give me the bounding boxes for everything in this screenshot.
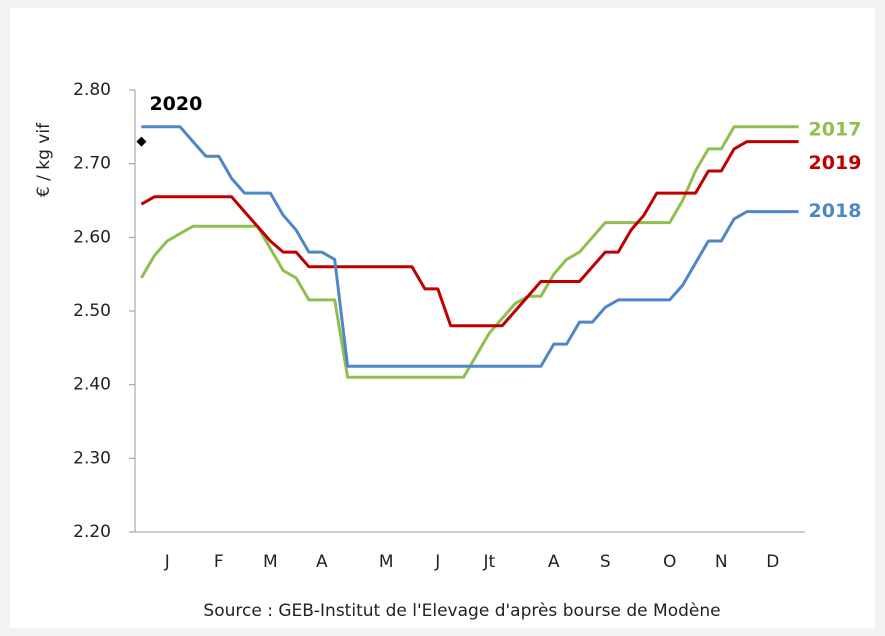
x-tick-label: O bbox=[663, 552, 676, 572]
series-label: 2019 bbox=[809, 152, 862, 174]
x-tick-label: M bbox=[263, 552, 278, 572]
x-tick-label: A bbox=[316, 552, 328, 572]
x-tick-label: D bbox=[766, 552, 779, 572]
series-line bbox=[140, 140, 799, 328]
series-label: 2018 bbox=[809, 200, 862, 222]
y-tick-label: 2.80 bbox=[73, 80, 111, 100]
x-tick-label: F bbox=[214, 552, 224, 572]
x-tick-label: N bbox=[715, 552, 728, 572]
source-note: Source : GEB-Institut de l'Elevage d'apr… bbox=[203, 601, 720, 621]
y-tick-label: 2.40 bbox=[73, 375, 111, 395]
chart-background bbox=[10, 8, 875, 628]
y-tick-label: 2.30 bbox=[73, 448, 111, 468]
series-label: 2017 bbox=[809, 118, 862, 140]
x-tick-label: J bbox=[164, 552, 170, 572]
y-tick-label: 2.20 bbox=[73, 522, 111, 542]
x-tick-label: A bbox=[548, 552, 560, 572]
series-line bbox=[141, 125, 799, 368]
y-tick-label: 2.70 bbox=[73, 154, 111, 174]
x-tick-label: S bbox=[600, 552, 611, 572]
series-marker bbox=[136, 136, 147, 147]
x-tick-label: J bbox=[434, 552, 440, 572]
y-axis-label: € / kg vif bbox=[34, 122, 54, 197]
x-tick-label: Jt bbox=[482, 552, 495, 572]
y-tick-label: 2.50 bbox=[73, 301, 111, 321]
x-tick-label: M bbox=[379, 552, 394, 572]
y-tick-label: 2.60 bbox=[73, 227, 111, 247]
series-label: 2020 bbox=[149, 93, 202, 115]
